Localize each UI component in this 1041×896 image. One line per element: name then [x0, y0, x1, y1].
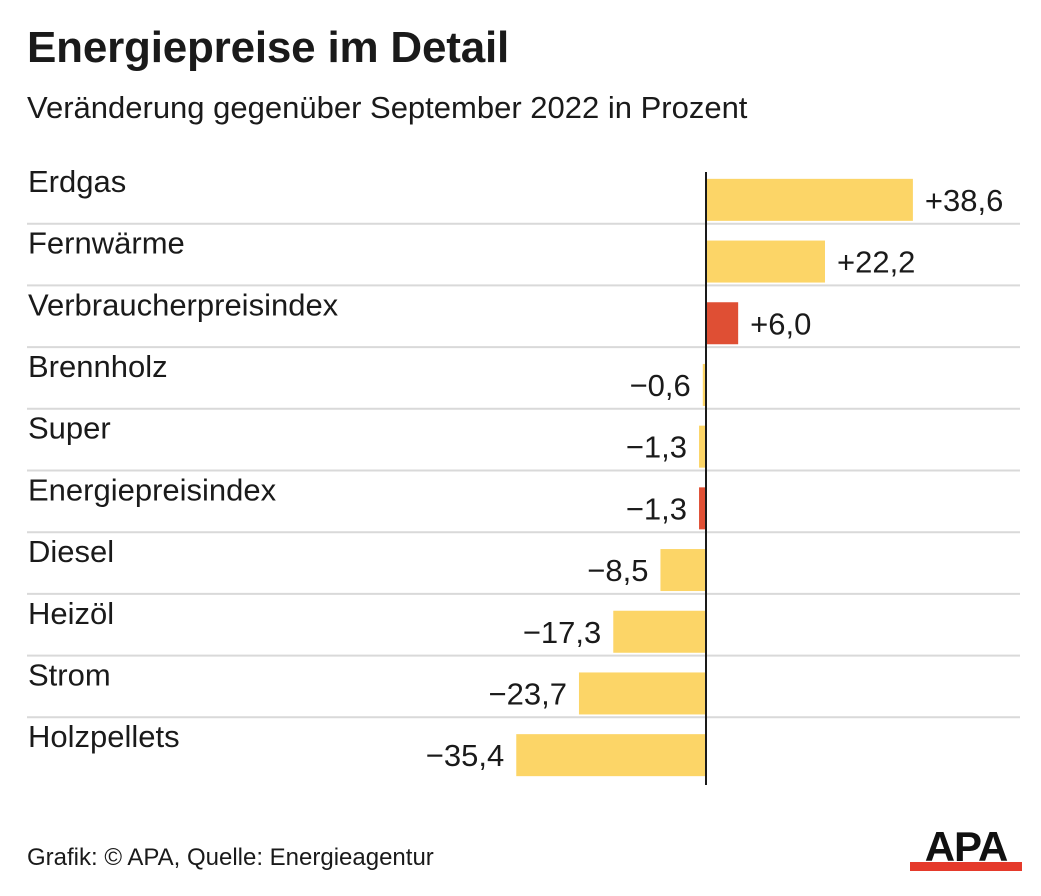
- data-label: −17,3: [523, 615, 601, 650]
- apa-logo: APA: [910, 826, 1022, 871]
- bar: [702, 363, 706, 406]
- bar: [613, 610, 706, 653]
- data-label: +22,2: [837, 245, 915, 280]
- bar: [706, 240, 825, 283]
- category-label: Diesel: [28, 534, 114, 569]
- apa-logo-bar: [910, 862, 1022, 871]
- data-label: −23,7: [489, 676, 567, 711]
- chart-subtitle: Veränderung gegenüber September 2022 in …: [27, 90, 748, 125]
- data-label: −0,6: [630, 368, 691, 403]
- bar-chart: Erdgas +38,6 Fernwärme +22,2 Verbraucherprei…: [27, 164, 1020, 785]
- source-credit: Grafik: © APA, Quelle: Energieagentur: [27, 844, 434, 871]
- bar: [578, 672, 706, 715]
- category-label: Super: [28, 411, 111, 446]
- data-label: −35,4: [426, 738, 504, 773]
- category-label: Strom: [28, 657, 111, 692]
- category-label: Energiepreisindex: [28, 472, 277, 507]
- category-label: Erdgas: [28, 164, 126, 199]
- data-label: −8,5: [587, 553, 648, 588]
- category-label: Holzpellets: [28, 719, 180, 754]
- category-label: Heizöl: [28, 596, 114, 631]
- category-label: Verbraucherpreisindex: [28, 287, 339, 322]
- category-label: Brennholz: [28, 349, 168, 384]
- chart-title: Energiepreise im Detail: [27, 23, 510, 72]
- data-label: +38,6: [925, 183, 1003, 218]
- data-label: +6,0: [750, 306, 811, 341]
- category-label: Fernwärme: [28, 226, 185, 261]
- bar: [516, 734, 706, 777]
- bar: [706, 178, 913, 221]
- bar: [660, 549, 706, 592]
- bar: [706, 302, 739, 345]
- bar: [699, 487, 706, 530]
- bar: [699, 425, 706, 468]
- data-label: −1,3: [626, 430, 687, 465]
- data-label: −1,3: [626, 491, 687, 526]
